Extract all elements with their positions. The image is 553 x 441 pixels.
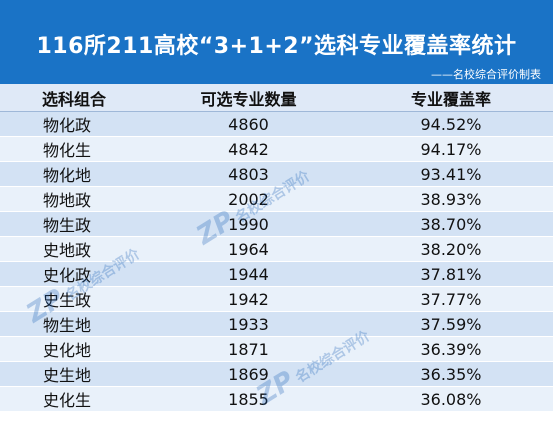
cell-count: 2002 [148,186,349,212]
table-row: 史化地 1871 36.39% [0,336,553,362]
table-row: 物生政 1990 38.70% [0,211,553,237]
cell-coverage: 37.59% [349,311,553,337]
table-row: 物化地 4803 93.41% [0,161,553,187]
table-row: 史化政 1944 37.81% [0,261,553,287]
cell-combo: 史生政 [0,286,148,312]
cell-combo: 史化生 [0,386,148,412]
cell-count: 1855 [148,386,349,412]
cell-combo: 史地政 [0,236,148,262]
cell-count: 1944 [148,261,349,287]
page-subtitle: ——名校综合评价制表 [431,68,541,81]
cell-count: 1942 [148,286,349,312]
cell-coverage: 93.41% [349,161,553,187]
cell-count: 1990 [148,211,349,237]
cell-count: 1869 [148,361,349,387]
cell-count: 1964 [148,236,349,262]
table-row: 史生政 1942 37.77% [0,286,553,312]
cell-coverage: 38.93% [349,186,553,212]
table-row: 物生地 1933 37.59% [0,311,553,337]
coverage-table: 选科组合 可选专业数量 专业覆盖率 物化政 4860 94.52% 物化生 4842 94… [0,84,553,412]
cell-coverage: 37.81% [349,261,553,287]
cell-combo: 史生地 [0,361,148,387]
cell-count: 4842 [148,136,349,162]
cell-combo: 物生政 [0,211,148,237]
table-row: 物地政 2002 38.93% [0,186,553,212]
cell-combo: 物化生 [0,136,148,162]
table-row: 史生地 1869 36.35% [0,361,553,387]
table-row: 物化生 4842 94.17% [0,136,553,162]
table-row: 物化政 4860 94.52% [0,111,553,137]
column-header-coverage: 专业覆盖率 [349,84,553,112]
table-header-row: 选科组合 可选专业数量 专业覆盖率 [0,84,553,112]
cell-count: 4860 [148,111,349,137]
cell-combo: 史化地 [0,336,148,362]
cell-coverage: 36.08% [349,386,553,412]
cell-coverage: 38.70% [349,211,553,237]
cell-coverage: 37.77% [349,286,553,312]
cell-combo: 物化政 [0,111,148,137]
cell-count: 4803 [148,161,349,187]
cell-coverage: 94.52% [349,111,553,137]
cell-coverage: 36.35% [349,361,553,387]
cell-combo: 物生地 [0,311,148,337]
cell-combo: 物地政 [0,186,148,212]
table-body: 物化政 4860 94.52% 物化生 4842 94.17% 物化地 4803 93.41% 物… [0,111,553,412]
table-row: 史地政 1964 38.20% [0,236,553,262]
cell-coverage: 38.20% [349,236,553,262]
cell-coverage: 94.17% [349,136,553,162]
cell-coverage: 36.39% [349,336,553,362]
page-title: 116所211高校“3+1+2”选科专业覆盖率统计 [36,34,517,59]
column-header-combo: 选科组合 [0,84,148,112]
title-banner: 116所211高校“3+1+2”选科专业覆盖率统计 ——名校综合评价制表 [0,0,553,84]
cell-count: 1871 [148,336,349,362]
cell-combo: 物化地 [0,161,148,187]
cell-count: 1933 [148,311,349,337]
column-header-count: 可选专业数量 [148,84,349,112]
table-header: 选科组合 可选专业数量 专业覆盖率 [0,84,553,112]
cell-combo: 史化政 [0,261,148,287]
table-row: 史化生 1855 36.08% [0,386,553,412]
